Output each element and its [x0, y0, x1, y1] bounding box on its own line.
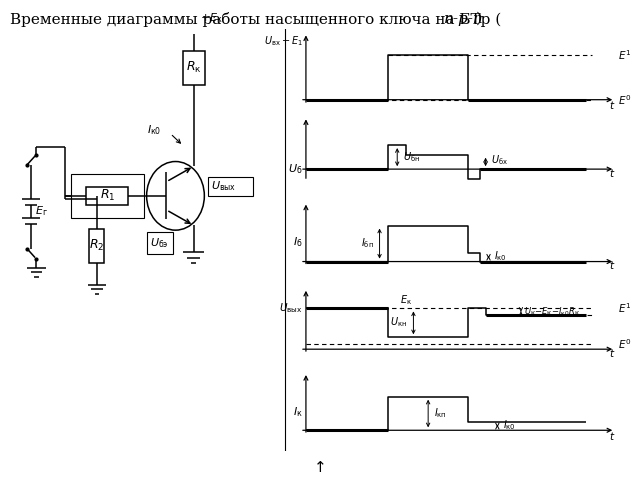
Text: ): ) — [476, 12, 481, 26]
Text: $I_{\text{кп}}$: $I_{\text{кп}}$ — [434, 407, 447, 420]
Text: $U_{\text{вх}}-E_1$: $U_{\text{вх}}-E_1$ — [264, 34, 303, 48]
Text: $E^0$: $E^0$ — [618, 337, 632, 351]
Text: $+E_{\text{к}}$: $+E_{\text{к}}$ — [200, 11, 223, 25]
Text: ↑: ↑ — [314, 460, 326, 476]
Text: $U_{\text{бх}}$: $U_{\text{бх}}$ — [492, 154, 509, 168]
Text: $E_{\text{г}}$: $E_{\text{г}}$ — [35, 204, 48, 218]
Text: $t$: $t$ — [609, 430, 616, 442]
Text: $U_{\text{К}}{-}E_{\text{К}}{-}I_{\text{к}0}R_{\text{К}}$: $U_{\text{К}}{-}E_{\text{К}}{-}I_{\text{… — [524, 305, 580, 318]
Text: $U_{\text{бэ}}$: $U_{\text{бэ}}$ — [150, 236, 169, 250]
Text: $t$: $t$ — [609, 347, 616, 359]
Text: $I_{\text{бп}}$: $I_{\text{бп}}$ — [361, 237, 374, 251]
Text: $E_{\text{к}}$: $E_{\text{к}}$ — [400, 293, 412, 307]
Text: $E^1$: $E^1$ — [618, 48, 632, 62]
Text: $I_{\text{б}}$: $I_{\text{б}}$ — [293, 236, 303, 249]
Text: $R_{\text{к}}$: $R_{\text{к}}$ — [186, 60, 202, 75]
Text: $U_{\text{вых}}$: $U_{\text{вых}}$ — [279, 301, 303, 315]
Text: $R_1$: $R_1$ — [100, 188, 115, 204]
Text: $t$: $t$ — [609, 259, 616, 271]
Text: $I_{\text{к}0}$: $I_{\text{к}0}$ — [495, 250, 508, 263]
Text: $R_2$: $R_2$ — [89, 238, 104, 253]
Text: $E^1$: $E^1$ — [618, 301, 632, 315]
Text: n-p-n: n-p-n — [444, 12, 483, 26]
Text: $I_{\text{к}0}$: $I_{\text{к}0}$ — [147, 123, 161, 137]
Text: $U_{\text{б}}$: $U_{\text{б}}$ — [289, 162, 303, 176]
Text: Временные диаграммы работы насыщенного ключа на БТр (: Временные диаграммы работы насыщенного к… — [10, 12, 501, 27]
Text: $t$: $t$ — [609, 99, 616, 111]
Text: $U_{\text{кн}}$: $U_{\text{кн}}$ — [390, 315, 408, 329]
Text: $U_{\text{бн}}$: $U_{\text{бн}}$ — [403, 150, 420, 164]
Text: $E^0$: $E^0$ — [618, 93, 632, 107]
Text: $t$: $t$ — [609, 167, 616, 179]
Text: $I_{\text{к}0}$: $I_{\text{к}0}$ — [503, 418, 516, 432]
Text: $I_{\text{к}}$: $I_{\text{к}}$ — [293, 405, 303, 419]
Text: $U_{\text{вых}}$: $U_{\text{вых}}$ — [211, 180, 236, 193]
